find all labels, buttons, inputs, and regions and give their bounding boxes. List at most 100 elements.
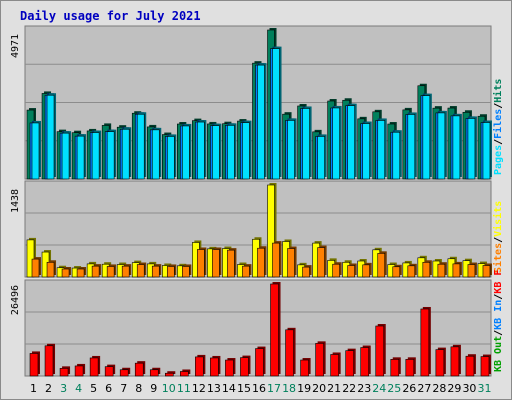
bar-pages-day-18 bbox=[287, 118, 297, 180]
bar-pages-day-31 bbox=[482, 120, 492, 180]
bar-sites-day-30 bbox=[467, 262, 477, 278]
chart-title: Daily usage for July 2021 bbox=[20, 9, 201, 23]
bar-sites-day-18 bbox=[287, 246, 297, 278]
x-tick-label-day-28: 28 bbox=[432, 382, 446, 395]
bar-sites-day-26 bbox=[407, 263, 417, 278]
y-axis-max-label: 26496 bbox=[10, 285, 21, 315]
bar-kb-f-day-30 bbox=[465, 354, 476, 377]
x-tick-label-day-2: 2 bbox=[45, 382, 52, 395]
panel-hits_files_pages: 4971 Pages/Files/Hits bbox=[10, 25, 504, 180]
bar-pages-day-24 bbox=[377, 118, 387, 180]
bar-sites-day-25 bbox=[392, 264, 402, 278]
bar-pages-day-9 bbox=[151, 127, 162, 180]
bar-kb-f-day-31 bbox=[480, 354, 491, 377]
bar-kb-f-day-11 bbox=[180, 369, 191, 377]
bar-sites-day-19 bbox=[302, 265, 312, 278]
x-tick-label-day-11: 11 bbox=[177, 382, 191, 395]
legend-pages: Pages bbox=[493, 145, 504, 175]
bar-kb-f-day-9 bbox=[149, 367, 161, 377]
bar-pages-day-13 bbox=[212, 123, 222, 180]
bar-pages-day-6 bbox=[106, 129, 117, 180]
bar-pages-day-26 bbox=[407, 112, 417, 180]
bar-pages-day-25 bbox=[392, 130, 402, 180]
svg-text:Sites/Visits: Sites/Visits bbox=[492, 201, 504, 273]
legend-kb-out: KB Out bbox=[493, 336, 504, 372]
x-tick-label-day-31: 31 bbox=[477, 382, 491, 395]
bar-pages-day-3 bbox=[61, 131, 72, 180]
bar-sites-day-28 bbox=[437, 262, 447, 278]
bar-kb-f-day-28 bbox=[435, 347, 446, 377]
bar-pages-day-21 bbox=[332, 105, 342, 180]
bar-kb-f-day-17 bbox=[270, 282, 281, 377]
bar-sites-day-8 bbox=[136, 262, 147, 278]
bar-sites-day-12 bbox=[197, 247, 207, 278]
bar-sites-day-13 bbox=[212, 247, 222, 278]
x-tick-label-day-19: 19 bbox=[297, 382, 311, 395]
x-tick-label-day-30: 30 bbox=[462, 382, 476, 395]
x-tick-label-day-16: 16 bbox=[252, 382, 266, 395]
bar-pages-day-1 bbox=[31, 120, 41, 180]
bar-kb-f-day-2 bbox=[44, 343, 56, 377]
bar-kb-f-day-16 bbox=[255, 346, 266, 377]
legend-files: Files bbox=[492, 109, 504, 139]
bar-sites-day-5 bbox=[91, 264, 102, 278]
bar-pages-day-17 bbox=[272, 46, 282, 180]
bar-pages-day-5 bbox=[91, 130, 102, 180]
bar-kb-f-day-20 bbox=[315, 341, 326, 377]
bar-kb-f-day-14 bbox=[225, 358, 236, 377]
bar-pages-day-7 bbox=[121, 127, 132, 180]
bar-kb-f-day-7 bbox=[119, 367, 131, 377]
legend-visits: Visits bbox=[492, 201, 504, 237]
legend-hits_files_pages: Pages/Files/Hits bbox=[492, 79, 504, 175]
x-tick-label-day-5: 5 bbox=[90, 382, 97, 395]
bar-kb-f-day-22 bbox=[345, 348, 356, 377]
bar-pages-day-12 bbox=[197, 120, 207, 180]
x-tick-label-day-22: 22 bbox=[342, 382, 356, 395]
bar-pages-day-15 bbox=[242, 120, 252, 180]
x-tick-label-day-6: 6 bbox=[105, 382, 112, 395]
bar-kb-f-day-23 bbox=[360, 345, 371, 377]
bar-pages-day-23 bbox=[362, 121, 372, 180]
x-tick-label-day-8: 8 bbox=[135, 382, 142, 395]
legend-kb-in: KB In bbox=[493, 300, 504, 330]
bar-kb-f-day-10 bbox=[164, 371, 176, 377]
bar-pages-day-30 bbox=[467, 116, 477, 180]
bar-sites-day-29 bbox=[452, 261, 462, 278]
bar-sites-day-27 bbox=[422, 260, 432, 278]
bar-kb-f-day-24 bbox=[375, 324, 386, 377]
x-tick-label-day-1: 1 bbox=[30, 382, 37, 395]
bar-kb-f-day-8 bbox=[134, 361, 146, 377]
bar-sites-day-4 bbox=[76, 267, 87, 278]
bar-kb-f-day-12 bbox=[195, 354, 206, 377]
x-tick-label-day-17: 17 bbox=[267, 382, 281, 395]
bar-sites-day-3 bbox=[61, 267, 72, 278]
bar-kb-f-day-27 bbox=[420, 306, 431, 377]
x-tick-label-day-4: 4 bbox=[75, 382, 82, 395]
legend-kb-f: KB F bbox=[493, 270, 504, 294]
bar-pages-day-8 bbox=[136, 112, 147, 180]
bar-kb-f-day-25 bbox=[390, 357, 401, 377]
x-tick-label-day-10: 10 bbox=[162, 382, 176, 395]
bar-kb-f-day-5 bbox=[89, 355, 101, 377]
bar-sites-day-7 bbox=[121, 264, 132, 278]
bar-sites-day-24 bbox=[377, 251, 387, 278]
bar-pages-day-28 bbox=[437, 110, 447, 180]
bar-kb-f-day-4 bbox=[74, 363, 86, 377]
bar-sites-day-23 bbox=[362, 262, 372, 278]
bar-sites-day-9 bbox=[151, 264, 162, 278]
bar-sites-day-31 bbox=[482, 263, 492, 278]
legend-visits_sites: Sites/Visits bbox=[492, 201, 504, 273]
x-tick-label-day-21: 21 bbox=[327, 382, 341, 395]
bar-pages-day-2 bbox=[46, 93, 57, 180]
bar-kb-f-day-15 bbox=[240, 355, 251, 377]
bar-sites-day-16 bbox=[257, 246, 267, 278]
x-tick-label-day-26: 26 bbox=[402, 382, 416, 395]
bar-sites-day-17 bbox=[272, 241, 282, 278]
bar-kb-f-day-26 bbox=[405, 357, 416, 377]
bar-pages-day-14 bbox=[227, 123, 237, 180]
bar-pages-day-19 bbox=[302, 106, 312, 180]
panel-kbytes: 26496 KB Out/KB In/KB F bbox=[10, 270, 504, 377]
x-tick-label-day-13: 13 bbox=[207, 382, 221, 395]
